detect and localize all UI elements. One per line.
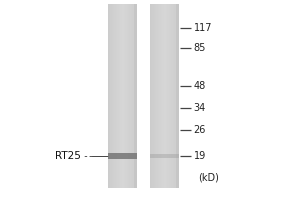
- Bar: [164, 4, 165, 188]
- Bar: [170, 4, 171, 188]
- Bar: [159, 4, 160, 188]
- Bar: [154, 4, 155, 188]
- Bar: [134, 4, 135, 188]
- Text: 117: 117: [194, 23, 212, 33]
- Bar: [174, 4, 175, 188]
- Text: (kD): (kD): [198, 173, 219, 183]
- Bar: [160, 4, 161, 188]
- Bar: [133, 4, 134, 188]
- Text: 34: 34: [194, 103, 206, 113]
- Bar: [115, 4, 116, 188]
- Bar: [162, 4, 163, 188]
- Bar: [114, 4, 116, 188]
- Bar: [173, 4, 175, 188]
- Bar: [171, 4, 172, 188]
- Bar: [161, 4, 162, 188]
- Bar: [173, 4, 174, 188]
- Bar: [169, 4, 170, 188]
- Bar: [123, 4, 124, 188]
- Bar: [156, 4, 157, 188]
- Bar: [177, 4, 178, 188]
- Bar: [158, 4, 160, 188]
- Bar: [129, 4, 130, 188]
- Text: 19: 19: [194, 151, 206, 161]
- Bar: [125, 4, 126, 188]
- Bar: [153, 4, 154, 188]
- Bar: [116, 4, 118, 188]
- Bar: [176, 4, 178, 188]
- Text: --: --: [82, 151, 94, 161]
- Bar: [156, 4, 158, 188]
- Bar: [164, 4, 165, 188]
- Bar: [171, 4, 172, 188]
- Text: 26: 26: [194, 125, 206, 135]
- Bar: [111, 4, 112, 188]
- Bar: [165, 4, 166, 188]
- Bar: [176, 4, 177, 188]
- Bar: [126, 4, 127, 188]
- Bar: [157, 4, 158, 188]
- Bar: [127, 4, 128, 188]
- Bar: [136, 4, 137, 188]
- Bar: [119, 4, 120, 188]
- Bar: [175, 4, 176, 188]
- Bar: [122, 4, 123, 188]
- Bar: [132, 4, 133, 188]
- Bar: [131, 4, 133, 188]
- Bar: [122, 4, 123, 188]
- Bar: [163, 4, 164, 188]
- Bar: [113, 4, 114, 188]
- Bar: [150, 4, 151, 188]
- Bar: [152, 4, 153, 188]
- Bar: [119, 4, 120, 188]
- Bar: [124, 4, 125, 188]
- Bar: [155, 4, 156, 188]
- Bar: [112, 4, 113, 188]
- Bar: [131, 4, 132, 188]
- Bar: [108, 4, 109, 188]
- Bar: [168, 4, 169, 188]
- Bar: [176, 4, 177, 188]
- Bar: [178, 4, 179, 188]
- Bar: [135, 4, 136, 188]
- Bar: [121, 4, 122, 188]
- Text: RT25: RT25: [55, 151, 81, 161]
- Bar: [151, 4, 152, 188]
- Text: 85: 85: [194, 43, 206, 53]
- Bar: [116, 4, 117, 188]
- Bar: [124, 4, 125, 188]
- Bar: [172, 4, 173, 188]
- Bar: [120, 4, 121, 188]
- Bar: [134, 4, 136, 188]
- Bar: [109, 4, 110, 188]
- Bar: [128, 4, 129, 188]
- Bar: [169, 4, 170, 188]
- Bar: [118, 4, 119, 188]
- Text: 48: 48: [194, 81, 206, 91]
- Bar: [167, 4, 168, 188]
- Bar: [166, 4, 167, 188]
- Bar: [150, 154, 178, 158]
- Bar: [129, 4, 130, 188]
- Bar: [108, 153, 136, 159]
- Bar: [127, 4, 128, 188]
- Bar: [158, 4, 159, 188]
- Bar: [110, 4, 111, 188]
- Bar: [114, 4, 115, 188]
- Bar: [130, 4, 131, 188]
- Bar: [161, 4, 162, 188]
- Bar: [134, 4, 135, 188]
- Bar: [117, 4, 118, 188]
